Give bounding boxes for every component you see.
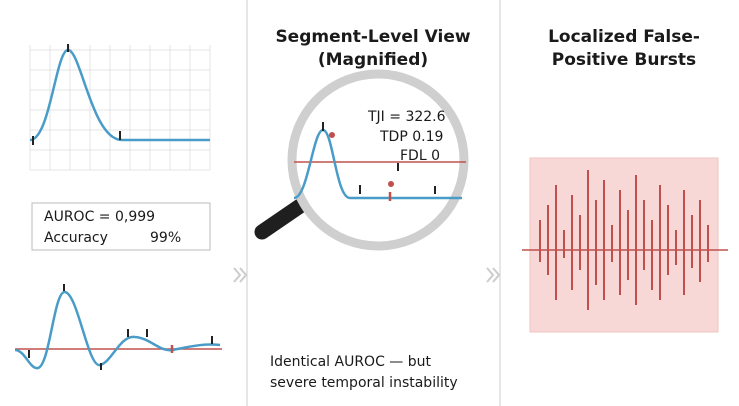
point <box>388 181 394 187</box>
stat: TJI = 322.6 <box>367 109 446 125</box>
caption-line: Identical AUROC — but <box>270 354 432 370</box>
stat: FDL 0 <box>400 148 440 164</box>
magnifier-handle <box>254 198 308 240</box>
point <box>329 132 335 138</box>
title-line: Localized False- <box>548 27 700 47</box>
metrics-box <box>31 202 211 251</box>
magnifier-lens <box>287 69 469 251</box>
title-line: Segment-Level View <box>275 27 470 47</box>
accuracy-value: 99% <box>150 230 181 246</box>
tick-marks <box>32 44 121 145</box>
tick-marks <box>322 122 436 194</box>
chevron <box>486 267 501 283</box>
title-line: Positive Bursts <box>552 50 696 70</box>
stat: TDP 0.19 <box>379 129 443 145</box>
auroc: AUROC = 0,999 <box>44 209 155 225</box>
bursts <box>539 170 709 310</box>
title-line: (Magnified) <box>318 50 428 70</box>
burst-panel <box>529 157 719 333</box>
tick-marks <box>28 284 213 370</box>
chevron <box>233 267 248 283</box>
accuracy-label: Accuracy <box>44 230 108 246</box>
caption-line: severe temporal instability <box>270 375 458 391</box>
